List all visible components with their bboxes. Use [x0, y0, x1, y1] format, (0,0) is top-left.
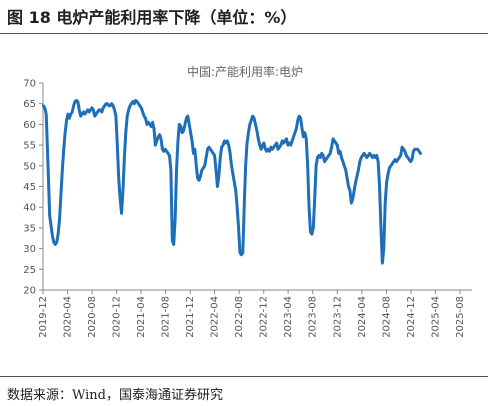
x-tick-label: 2020-08	[87, 296, 98, 338]
y-axis-ticks: 20 25 30 35 40 45 50 55 60 65 70	[23, 79, 43, 297]
x-tick-label: 2025-04	[430, 296, 441, 338]
chart-axes	[42, 83, 472, 291]
x-tick-label: 2023-12	[332, 296, 343, 338]
x-tick-label: 2020-04	[63, 296, 74, 338]
y-tick-label: 45	[23, 182, 36, 193]
figure-title: 图 18 电炉产能利用率下降（单位：%）	[7, 8, 297, 27]
x-tick-label: 2020-12	[112, 296, 123, 338]
y-tick-label: 25	[23, 265, 36, 276]
y-tick-label: 20	[23, 286, 36, 297]
y-tick-label: 65	[23, 99, 36, 110]
x-tick-label: 2025-08	[455, 296, 466, 338]
chart-title: 中国:产能利用率:电炉	[187, 64, 303, 79]
x-tick-label: 2023-08	[308, 296, 319, 338]
y-tick-label: 50	[23, 161, 36, 172]
x-axis-ticks: 2019-12 2020-04 2020-08 2020-12 2021-04 2021-…	[38, 290, 466, 338]
x-tick-label: 2024-04	[357, 296, 368, 338]
y-tick-label: 60	[23, 120, 36, 131]
y-tick-label: 55	[23, 141, 36, 152]
x-tick-label: 2024-12	[406, 296, 417, 338]
x-tick-label: 2024-08	[381, 296, 392, 338]
source-note: 数据来源：Wind，国泰海通证券研究	[7, 388, 223, 403]
x-tick-label: 2023-04	[283, 296, 294, 338]
y-tick-label: 30	[23, 244, 36, 255]
line-chart: 中国:产能利用率:电炉 20 25 30 35 40 45 50 55 60 65 70 2019-…	[23, 64, 472, 338]
bottom-rule	[0, 376, 488, 377]
x-tick-label: 2021-04	[136, 296, 147, 338]
series-line	[41, 98, 422, 265]
top-rule	[0, 33, 488, 34]
y-tick-label: 70	[23, 79, 36, 90]
y-tick-label: 40	[23, 203, 36, 214]
x-tick-label: 2022-08	[234, 296, 245, 338]
x-tick-label: 2021-08	[161, 296, 172, 338]
x-tick-label: 2022-04	[210, 296, 221, 338]
y-tick-label: 35	[23, 223, 36, 234]
x-tick-label: 2022-12	[259, 296, 270, 338]
x-tick-label: 2019-12	[38, 296, 49, 338]
x-tick-label: 2021-12	[185, 296, 196, 338]
